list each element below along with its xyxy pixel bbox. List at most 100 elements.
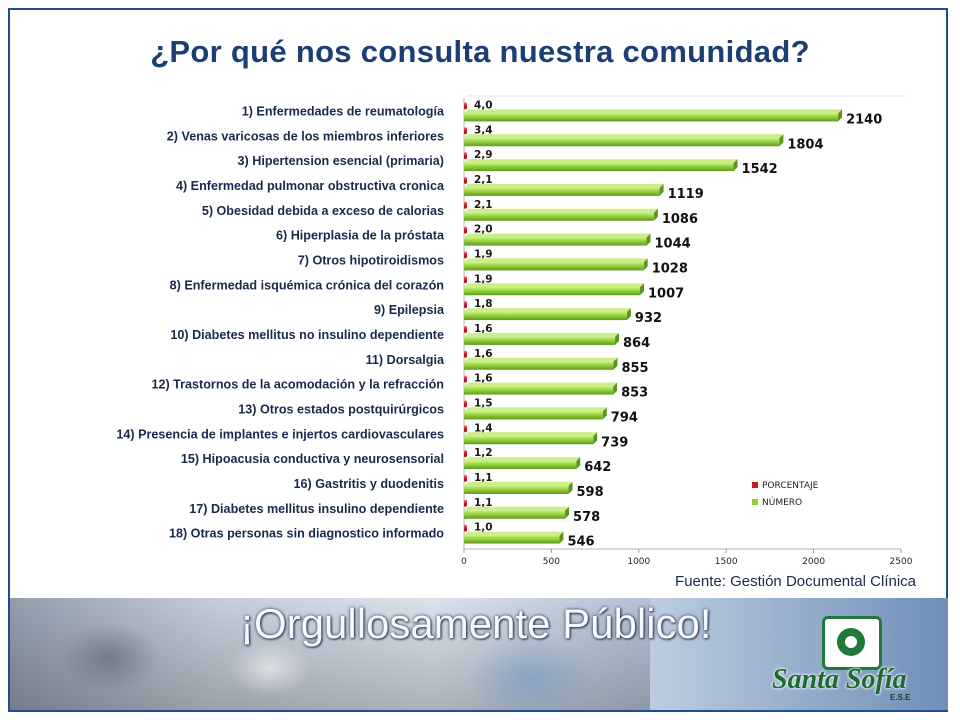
category-label: 9) Epilepsia xyxy=(374,303,445,317)
porcentaje-label: 1,1 xyxy=(474,472,493,484)
porcentaje-bar xyxy=(464,450,467,458)
porcentaje-bar xyxy=(464,350,467,358)
porcentaje-label: 1,6 xyxy=(474,373,493,385)
numero-bar-side xyxy=(615,332,620,345)
numero-bar-top xyxy=(464,506,570,511)
numero-label: 794 xyxy=(611,410,638,425)
porcentaje-label: 2,0 xyxy=(474,224,493,236)
porcentaje-label: 4,0 xyxy=(474,99,493,111)
numero-bar-side xyxy=(602,407,607,420)
porcentaje-label: 1,8 xyxy=(474,298,493,310)
porcentaje-bar xyxy=(464,474,467,482)
porcentaje-label: 1,6 xyxy=(474,323,493,335)
porcentaje-label: 2,1 xyxy=(474,174,493,186)
hospital-photo xyxy=(10,598,650,710)
category-label: 4) Enfermedad pulmonar obstructiva croni… xyxy=(176,179,445,193)
numero-bar-side xyxy=(626,308,631,321)
category-label: 12) Trastornos de la acomodación y la re… xyxy=(151,378,444,392)
porcentaje-bar xyxy=(464,425,467,433)
numero-bar-top xyxy=(464,258,648,263)
numero-bar-top xyxy=(464,109,843,114)
porcentaje-label: 1,5 xyxy=(474,397,493,409)
category-label: 10) Diabetes mellitus no insulino depend… xyxy=(170,328,444,342)
numero-bar-side xyxy=(593,432,598,445)
porcentaje-bar xyxy=(464,152,467,160)
numero-label: 739 xyxy=(601,435,628,450)
x-tick-label: 2000 xyxy=(802,557,825,567)
porcentaje-label: 1,2 xyxy=(474,447,493,459)
numero-bar-top xyxy=(464,407,607,412)
numero-bar-side xyxy=(659,183,664,196)
numero-bar xyxy=(464,535,560,544)
numero-bar-top xyxy=(464,357,618,362)
numero-bar-top xyxy=(464,531,564,536)
logo-subtitle: E.S.E xyxy=(890,693,911,702)
numero-bar xyxy=(464,138,780,147)
numero-bar-top xyxy=(464,308,631,313)
numero-label: 1804 xyxy=(787,137,823,152)
footer-banner: ¡Orgullosamente Público! Santa Sofía E.S… xyxy=(10,598,948,710)
numero-label: 932 xyxy=(635,311,662,326)
numero-bar-side xyxy=(653,208,658,221)
category-label: 16) Gastritis y duodenitis xyxy=(294,477,444,491)
numero-label: 642 xyxy=(584,460,611,475)
category-label: 1) Enfermedades de reumatología xyxy=(242,104,445,118)
numero-label: 598 xyxy=(577,485,604,500)
page-title: ¿Por qué nos consulta nuestra comunidad? xyxy=(150,34,810,69)
numero-bar-side xyxy=(779,134,784,147)
numero-bar xyxy=(464,361,614,370)
legend-label-numero: NÚMERO xyxy=(762,496,802,508)
category-label: 13) Otros estados postquirúrgicos xyxy=(238,402,444,416)
category-label: 6) Hiperplasia de la próstata xyxy=(276,229,445,243)
numero-bar xyxy=(464,262,644,271)
numero-bar xyxy=(464,510,566,519)
numero-label: 853 xyxy=(621,386,648,401)
numero-bar xyxy=(464,386,614,395)
bar-chart: 1) Enfermedades de reumatología 2) Venas … xyxy=(116,95,913,567)
category-label: 11) Dorsalgia xyxy=(366,353,445,367)
numero-label: 1007 xyxy=(648,286,684,301)
numero-bar xyxy=(464,212,654,221)
x-tick-label: 1000 xyxy=(627,557,650,567)
legend-swatch-numero xyxy=(752,499,758,505)
porcentaje-label: 2,1 xyxy=(474,199,493,211)
category-label: 3) Hipertension esencial (primaria) xyxy=(238,154,444,168)
porcentaje-label: 1,9 xyxy=(474,273,493,285)
category-label: 2) Venas varicosas de los miembros infer… xyxy=(167,129,444,143)
numero-bar xyxy=(464,187,660,196)
numero-bar-top xyxy=(464,134,784,139)
category-label: 8) Enfermedad isquémica crónica del cora… xyxy=(170,278,444,292)
slide-frame xyxy=(8,8,948,712)
numero-bar xyxy=(464,461,577,470)
numero-bar-top xyxy=(464,332,620,337)
numero-bar xyxy=(464,485,569,494)
numero-label: 1028 xyxy=(652,261,688,276)
porcentaje-bar xyxy=(464,102,467,110)
numero-bar xyxy=(464,336,616,345)
numero-bar xyxy=(464,287,641,296)
porcentaje-label: 1,4 xyxy=(474,422,493,434)
numero-bar-side xyxy=(565,506,570,519)
category-label: 7) Otros hipotiroidismos xyxy=(298,253,444,267)
numero-bar-side xyxy=(613,357,618,370)
numero-bar-side xyxy=(838,109,843,122)
x-tick-label: 0 xyxy=(461,557,467,567)
porcentaje-label: 3,4 xyxy=(474,124,493,136)
numero-bar-side xyxy=(559,531,564,544)
porcentaje-bar xyxy=(464,226,467,234)
banner-slogan: ¡Orgullosamente Público! xyxy=(240,600,712,647)
porcentaje-label: 1,6 xyxy=(474,348,493,360)
x-tick-label: 500 xyxy=(543,557,560,567)
porcentaje-bar xyxy=(464,251,467,259)
numero-label: 864 xyxy=(623,336,650,351)
category-label: 5) Obesidad debida a exceso de calorias xyxy=(202,204,444,218)
porcentaje-bar xyxy=(464,176,467,184)
numero-bar-side xyxy=(576,457,581,470)
numero-label: 1044 xyxy=(654,237,690,252)
numero-bar-top xyxy=(464,432,598,437)
porcentaje-label: 1,9 xyxy=(474,248,493,260)
numero-bar xyxy=(464,163,734,172)
numero-bar xyxy=(464,237,647,246)
numero-bar-top xyxy=(464,208,658,213)
porcentaje-bar xyxy=(464,524,467,532)
